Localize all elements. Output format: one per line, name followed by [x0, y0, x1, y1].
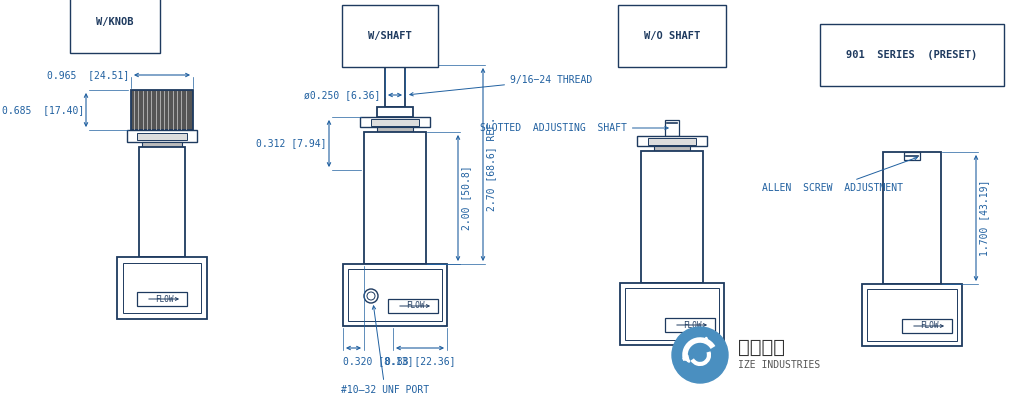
Text: 0.320 [8.13]: 0.320 [8.13] — [343, 356, 414, 366]
Bar — [648, 138, 696, 145]
Text: SLOTTED  ADJUSTING  SHAFT: SLOTTED ADJUSTING SHAFT — [480, 123, 668, 133]
Bar — [620, 283, 724, 345]
Bar — [388, 299, 438, 313]
Bar — [142, 142, 182, 147]
Text: 爱泽工业: 爱泽工业 — [738, 338, 785, 356]
Bar — [360, 117, 430, 127]
Text: FLOW: FLOW — [155, 294, 173, 304]
Bar — [385, 65, 406, 107]
Text: W/KNOB: W/KNOB — [96, 17, 134, 27]
Bar — [862, 284, 962, 346]
Bar — [131, 90, 193, 130]
Bar — [137, 133, 187, 140]
Bar — [127, 130, 197, 142]
Bar — [904, 152, 920, 160]
Bar — [123, 263, 201, 313]
Text: IZE INDUSTRIES: IZE INDUSTRIES — [738, 360, 820, 370]
Bar — [902, 319, 952, 333]
Bar — [139, 147, 185, 257]
Text: 1.700 [43.19]: 1.700 [43.19] — [979, 180, 989, 256]
Text: 0.88 [22.36]: 0.88 [22.36] — [385, 356, 456, 366]
Text: FLOW: FLOW — [683, 320, 701, 330]
Circle shape — [672, 327, 728, 383]
Bar — [371, 119, 419, 126]
Bar — [343, 264, 447, 326]
Bar — [665, 318, 715, 332]
Text: 2.00 [50.8]: 2.00 [50.8] — [461, 166, 471, 230]
Text: 0.312 [7.94]: 0.312 [7.94] — [256, 138, 327, 148]
Bar — [625, 288, 719, 340]
Bar — [637, 136, 707, 146]
Text: ø0.250 [6.36]: ø0.250 [6.36] — [304, 90, 380, 100]
Text: W/SHAFT: W/SHAFT — [368, 31, 412, 41]
Bar — [117, 257, 207, 319]
Text: FLOW: FLOW — [406, 302, 424, 310]
Text: 2.70 [68.6] REF.: 2.70 [68.6] REF. — [486, 117, 496, 211]
Bar — [364, 132, 426, 264]
Text: 901  SERIES  (PRESET): 901 SERIES (PRESET) — [847, 50, 978, 60]
Text: W/O SHAFT: W/O SHAFT — [644, 31, 700, 41]
Bar — [654, 146, 690, 151]
Text: 9/16−24 THREAD: 9/16−24 THREAD — [410, 75, 592, 96]
Text: ALLEN  SCREW  ADJUSTMENT: ALLEN SCREW ADJUSTMENT — [762, 157, 918, 193]
Text: 0.685  [17.40]: 0.685 [17.40] — [2, 105, 84, 115]
Bar — [377, 127, 413, 132]
Bar — [137, 292, 187, 306]
Bar — [883, 152, 941, 284]
Text: FLOW: FLOW — [920, 322, 938, 330]
Text: #10–32 UNF PORT: #10–32 UNF PORT — [341, 306, 429, 395]
Bar — [348, 269, 442, 321]
Text: 0.965  [24.51]: 0.965 [24.51] — [47, 70, 129, 80]
Bar — [641, 151, 703, 283]
Bar — [377, 107, 413, 117]
Bar — [867, 289, 957, 341]
Bar — [665, 120, 679, 136]
